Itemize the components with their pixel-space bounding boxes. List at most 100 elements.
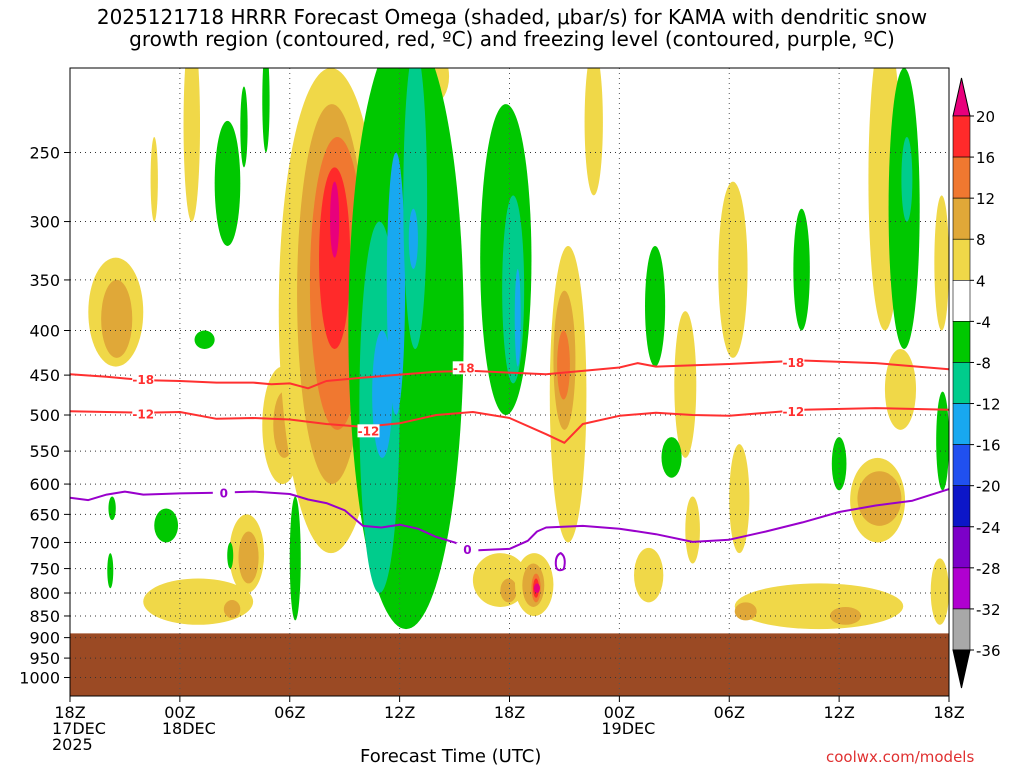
omega-region-40 — [934, 195, 949, 331]
omega-region-30 — [718, 181, 748, 358]
contour-label-bg — [132, 407, 155, 421]
omega-region-49 — [289, 496, 301, 621]
ytick-label-1000: 1000 — [19, 669, 60, 688]
contour-label-bg — [456, 542, 479, 556]
omega-region-45 — [107, 553, 114, 589]
colorbar-label-13: -36 — [976, 642, 1001, 660]
contour-label-bg — [357, 424, 380, 438]
y-axis-ticks: 250 300 350 400 450 500 550 600 650 700 750 800 850 9… — [19, 144, 70, 688]
omega-region-38 — [884, 348, 917, 430]
colorbar-label-2: 12 — [976, 190, 995, 208]
omega-region-28 — [674, 311, 697, 458]
colorbar-segment-4 — [952, 238, 971, 281]
omega-region-57 — [502, 195, 525, 384]
colorbar-segment-5 — [952, 280, 971, 322]
xtick-label-12-0: 06Z — [274, 703, 305, 722]
colorbar-segment-11 — [952, 526, 971, 569]
contour-label-bg — [452, 361, 475, 375]
xtick-label-24-0: 18Z — [494, 703, 525, 722]
colorbar-segment-1 — [952, 115, 971, 158]
colorbar-label-11: -28 — [976, 560, 1001, 578]
contour-labels: -18 -18 -18 -12 -12 -12 0 0 — [132, 356, 805, 557]
omega-region-54 — [403, 68, 428, 349]
ytick-label-900: 900 — [29, 629, 60, 648]
contour-label-1: -18 — [453, 361, 475, 375]
omega-region-2 — [150, 137, 158, 222]
omega-region-59 — [645, 245, 666, 367]
omega-region-32 — [734, 583, 904, 630]
omega-region-26 — [584, 68, 603, 196]
contour-label-bg — [782, 404, 805, 418]
contour-0 — [70, 488, 949, 552]
omega-region-13 — [319, 167, 351, 349]
omega-region-22 — [533, 583, 540, 594]
temperature-contours — [70, 359, 949, 572]
contour-label-bg — [782, 356, 805, 370]
contour-label-bg — [212, 486, 235, 500]
ytick-label-300: 300 — [29, 213, 60, 232]
colorbar-label-7: -12 — [976, 396, 1001, 414]
omega-region-33 — [734, 602, 757, 621]
ytick-label-250: 250 — [29, 144, 60, 163]
omega-region-61 — [793, 208, 810, 331]
omega-region-29 — [685, 496, 700, 564]
contour-label-6: 0 — [220, 486, 228, 500]
omega-region-31 — [729, 444, 750, 554]
x-axis-label: Forecast Time (UTC) — [360, 746, 542, 767]
contour--12 — [70, 407, 949, 444]
contour--18 — [70, 359, 949, 390]
ytick-label-750: 750 — [29, 560, 60, 579]
colorbar-segment-7 — [952, 362, 971, 404]
omega-region-1 — [101, 279, 133, 358]
xtick-label-48-0: 18Z — [933, 703, 964, 722]
colorbar-segment-12 — [952, 567, 971, 610]
omega-region-60 — [661, 437, 682, 478]
omega-region-14 — [330, 181, 340, 258]
omega-region-58 — [514, 268, 521, 367]
omega-region-55 — [408, 208, 418, 269]
omega-region-17 — [500, 578, 517, 603]
omega-region-7 — [238, 531, 259, 584]
omega-region-43 — [154, 508, 179, 543]
colorbar-segment-3 — [952, 197, 971, 240]
contour-label-4: -12 — [358, 424, 380, 438]
colorbar-label-9: -20 — [976, 478, 1001, 496]
xtick-label-6-0: 00Z — [164, 703, 195, 722]
colorbar-label-1: 16 — [976, 149, 995, 167]
ytick-label-400: 400 — [29, 322, 60, 341]
colorbar-segment-9 — [952, 444, 971, 486]
colorbar-label-0: 20 — [976, 108, 995, 126]
colorbar-bottom-arrow — [952, 649, 971, 689]
colorbar-segment-13 — [952, 608, 971, 651]
xtick-label-30-0: 00Z — [604, 703, 635, 722]
omega-region-39 — [930, 558, 949, 625]
colorbar-segment-6 — [952, 321, 971, 363]
xtick-label-30-1: 19DEC — [601, 719, 655, 738]
omega-region-41 — [194, 330, 215, 349]
xtick-label-36-0: 06Z — [714, 703, 745, 722]
colorbar-label-3: 8 — [976, 231, 986, 249]
omega-region-36 — [857, 471, 902, 526]
contour-label-2: -18 — [783, 356, 805, 370]
omega-region-25 — [557, 330, 570, 400]
omega-region-3 — [183, 68, 201, 222]
ytick-label-500: 500 — [29, 406, 60, 425]
omega-region-46 — [227, 542, 234, 569]
credit-text: coolwx.com/models — [826, 748, 975, 766]
colorbar-top-arrow — [952, 77, 971, 117]
colorbar-label-10: -24 — [976, 519, 1001, 537]
omega-region-27 — [634, 547, 664, 603]
xtick-label-18-0: 12Z — [384, 703, 415, 722]
title-line-2: growth region (contoured, red, ºC) and f… — [129, 27, 895, 51]
xtick-label-0-2: 2025 — [52, 735, 93, 754]
omega-region-48 — [262, 68, 270, 153]
ytick-label-450: 450 — [29, 366, 60, 385]
contour-0-loop — [554, 551, 566, 572]
omega-region-65 — [936, 391, 949, 491]
ytick-label-550: 550 — [29, 442, 60, 461]
terrain-surface — [70, 633, 949, 696]
xtick-label-0-0: 18Z — [54, 703, 85, 722]
colorbar-label-5: -4 — [976, 313, 991, 331]
colorbar-label-8: -16 — [976, 437, 1001, 455]
